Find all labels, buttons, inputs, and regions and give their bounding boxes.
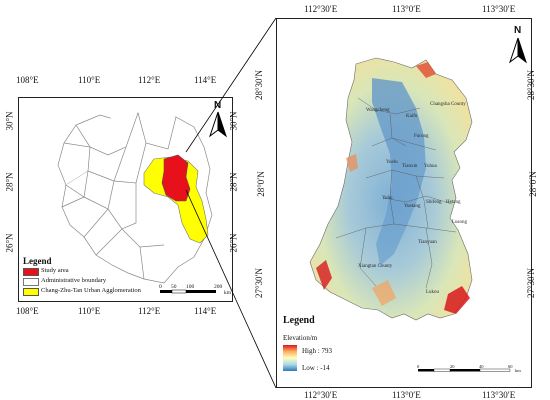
place-label: Yuetang xyxy=(404,204,421,209)
elevation-title: Elevation/m xyxy=(283,334,318,342)
right-map-left-tick: 28°0′N xyxy=(255,171,266,197)
right-map-left-tick: 27°30′N xyxy=(254,267,265,299)
scale-unit: km xyxy=(224,290,232,296)
left-map-top-tick: 110°E xyxy=(78,75,101,85)
legend-label-agglomeration: Chang-Zhu-Tan Urban Agglomeration xyxy=(41,287,141,294)
scale-tick: 200 xyxy=(214,284,223,290)
right-map-left-tick: 28°30′N xyxy=(254,69,265,101)
scale-tick: 40 xyxy=(479,364,484,369)
legend-swatch-agglomeration xyxy=(23,288,39,296)
legend-swatch-study-area xyxy=(23,268,39,276)
elevation-low-label: Low : -14 xyxy=(302,364,330,372)
high-elevation-patch xyxy=(372,280,396,306)
left-map-bottom-tick: 110°E xyxy=(78,306,101,316)
place-label: Kaifu xyxy=(406,114,418,119)
place-label: Changsha County xyxy=(430,102,466,107)
scale-unit: km xyxy=(515,368,521,373)
scale-tick: 0 xyxy=(417,364,420,369)
place-label: Wangcheng xyxy=(366,108,390,113)
place-label: Lukou xyxy=(426,290,440,295)
high-elevation-patch xyxy=(416,62,436,78)
left-map-bottom-tick: 112°E xyxy=(138,306,161,316)
place-label: Xiangtan County xyxy=(358,264,393,269)
place-label: Yuelu xyxy=(386,160,398,165)
place-label: Shifeng xyxy=(426,200,442,205)
scale-bar xyxy=(160,289,216,294)
scale-bar xyxy=(418,368,511,372)
north-arrow-icon xyxy=(509,37,527,64)
scale-tick: 60 xyxy=(508,364,513,369)
hunan-province-map xyxy=(57,112,213,284)
right-map-top-tick: 113°30′E xyxy=(482,4,516,14)
legend-label-boundary: Administrative boundary xyxy=(41,277,107,284)
right-legend-title: Legend xyxy=(283,315,315,326)
high-elevation-patch xyxy=(444,286,470,314)
study-area xyxy=(161,154,191,202)
left-map-top-tick: 114°E xyxy=(194,75,217,85)
legend-swatch-boundary xyxy=(23,278,39,286)
elevation-high-label: High : 793 xyxy=(302,347,332,355)
place-label: Hetang xyxy=(446,200,461,205)
place-label: Furong xyxy=(414,134,429,139)
place-label: Tianyuan xyxy=(418,240,437,245)
scale-tick: 50 xyxy=(171,284,177,290)
left-map-bottom-tick: 114°E xyxy=(194,306,217,316)
left-legend-title: Legend xyxy=(23,256,52,266)
right-map-top-tick: 113°0′E xyxy=(392,4,421,14)
high-elevation-patch xyxy=(346,154,358,172)
left-map-bottom-tick: 108°E xyxy=(16,306,39,316)
right-map-top-tick: 112°30′E xyxy=(304,4,338,14)
place-label: Yuhu xyxy=(382,196,393,201)
high-elevation-patch xyxy=(316,260,332,290)
place-label: Lusong xyxy=(452,220,467,225)
scale-tick: 100 xyxy=(186,284,195,290)
scale-tick: 0 xyxy=(159,284,162,290)
right-map-bottom-tick: 113°0′E xyxy=(392,390,421,400)
scale-tick: 20 xyxy=(450,364,455,369)
left-map-top-tick: 108°E xyxy=(16,75,39,85)
legend-label-study-area: Study area xyxy=(41,267,69,274)
right-map-bottom-tick: 112°30′E xyxy=(304,390,338,400)
place-label: Yuhua xyxy=(424,164,437,169)
right-map-bottom-tick: 113°30′E xyxy=(482,390,516,400)
north-arrow-icon xyxy=(209,111,227,138)
elevation-map xyxy=(309,57,473,321)
place-label: Tianxin xyxy=(402,164,418,169)
north-label: N xyxy=(514,25,522,36)
elevation-color-ramp xyxy=(283,345,297,371)
left-map-top-tick: 112°E xyxy=(138,75,161,85)
